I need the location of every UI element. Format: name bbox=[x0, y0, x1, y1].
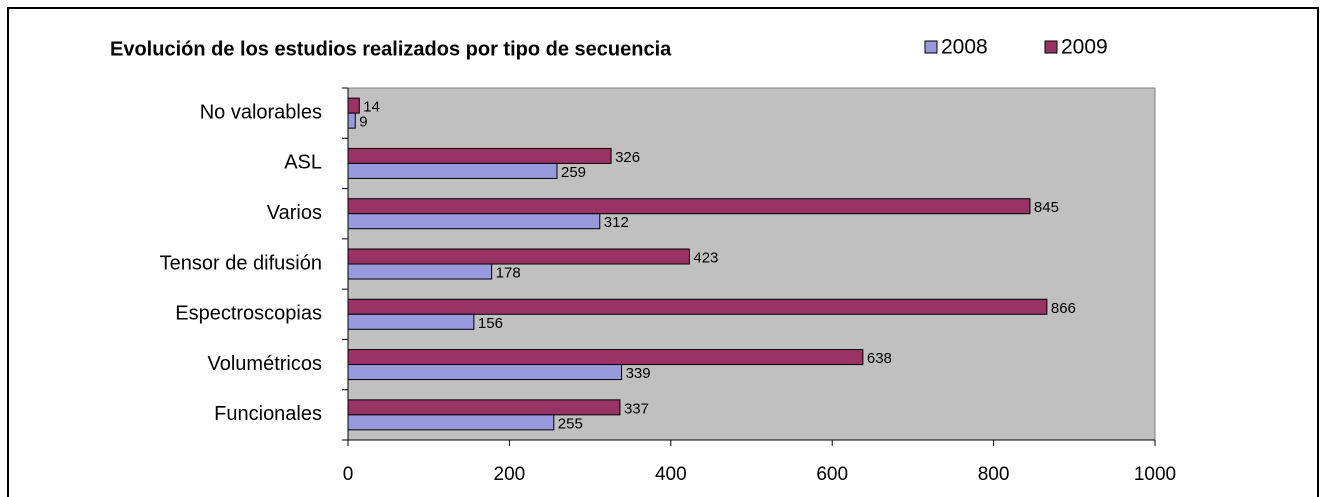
data-label: 178 bbox=[496, 264, 521, 281]
chart-border bbox=[7, 7, 1319, 497]
x-tick-label: 0 bbox=[343, 464, 354, 485]
data-label: 312 bbox=[604, 214, 629, 231]
data-label: 423 bbox=[693, 249, 718, 266]
data-label: 339 bbox=[626, 365, 651, 382]
y-tick-label: Tensor de difusión bbox=[160, 252, 322, 274]
bar bbox=[347, 198, 1031, 215]
bar bbox=[347, 213, 601, 230]
bar bbox=[347, 147, 612, 164]
bar bbox=[347, 162, 558, 179]
legend-label: 2009 bbox=[1061, 36, 1108, 59]
x-tick-label: 600 bbox=[816, 464, 848, 485]
chart-title: Evolución de los estudios realizados por… bbox=[110, 38, 672, 60]
y-tick-label: Espectroscopias bbox=[175, 303, 322, 325]
bar bbox=[347, 248, 690, 265]
data-label: 866 bbox=[1051, 300, 1076, 317]
x-tick-label: 200 bbox=[494, 464, 526, 485]
bar bbox=[347, 414, 555, 431]
x-tick-label: 800 bbox=[978, 464, 1010, 485]
bar bbox=[347, 112, 356, 129]
y-tick-label: Varios bbox=[267, 202, 322, 224]
x-tick-label: 400 bbox=[655, 464, 687, 485]
data-label: 9 bbox=[359, 114, 367, 131]
data-label: 255 bbox=[558, 415, 583, 432]
bar bbox=[347, 298, 1048, 315]
y-tick-label: Funcionales bbox=[214, 403, 322, 425]
data-label: 326 bbox=[615, 149, 640, 166]
legend-swatch bbox=[924, 40, 938, 54]
data-label: 638 bbox=[867, 350, 892, 367]
bar bbox=[347, 263, 493, 280]
bar bbox=[347, 399, 621, 416]
bar bbox=[347, 349, 864, 366]
bar bbox=[347, 313, 475, 330]
y-tick-label: No valorables bbox=[200, 101, 322, 123]
y-tick-label: Volumétricos bbox=[208, 353, 323, 375]
data-label: 845 bbox=[1034, 199, 1059, 216]
data-label: 337 bbox=[624, 400, 649, 417]
data-label: 156 bbox=[478, 315, 503, 332]
x-tick-label: 1000 bbox=[1134, 464, 1176, 485]
data-label: 259 bbox=[561, 164, 586, 181]
legend-label: 2008 bbox=[941, 36, 988, 59]
y-tick-label: ASL bbox=[284, 152, 322, 174]
data-label: 14 bbox=[363, 99, 380, 116]
legend-swatch bbox=[1044, 40, 1058, 54]
bar bbox=[347, 97, 360, 114]
bar bbox=[347, 364, 623, 381]
